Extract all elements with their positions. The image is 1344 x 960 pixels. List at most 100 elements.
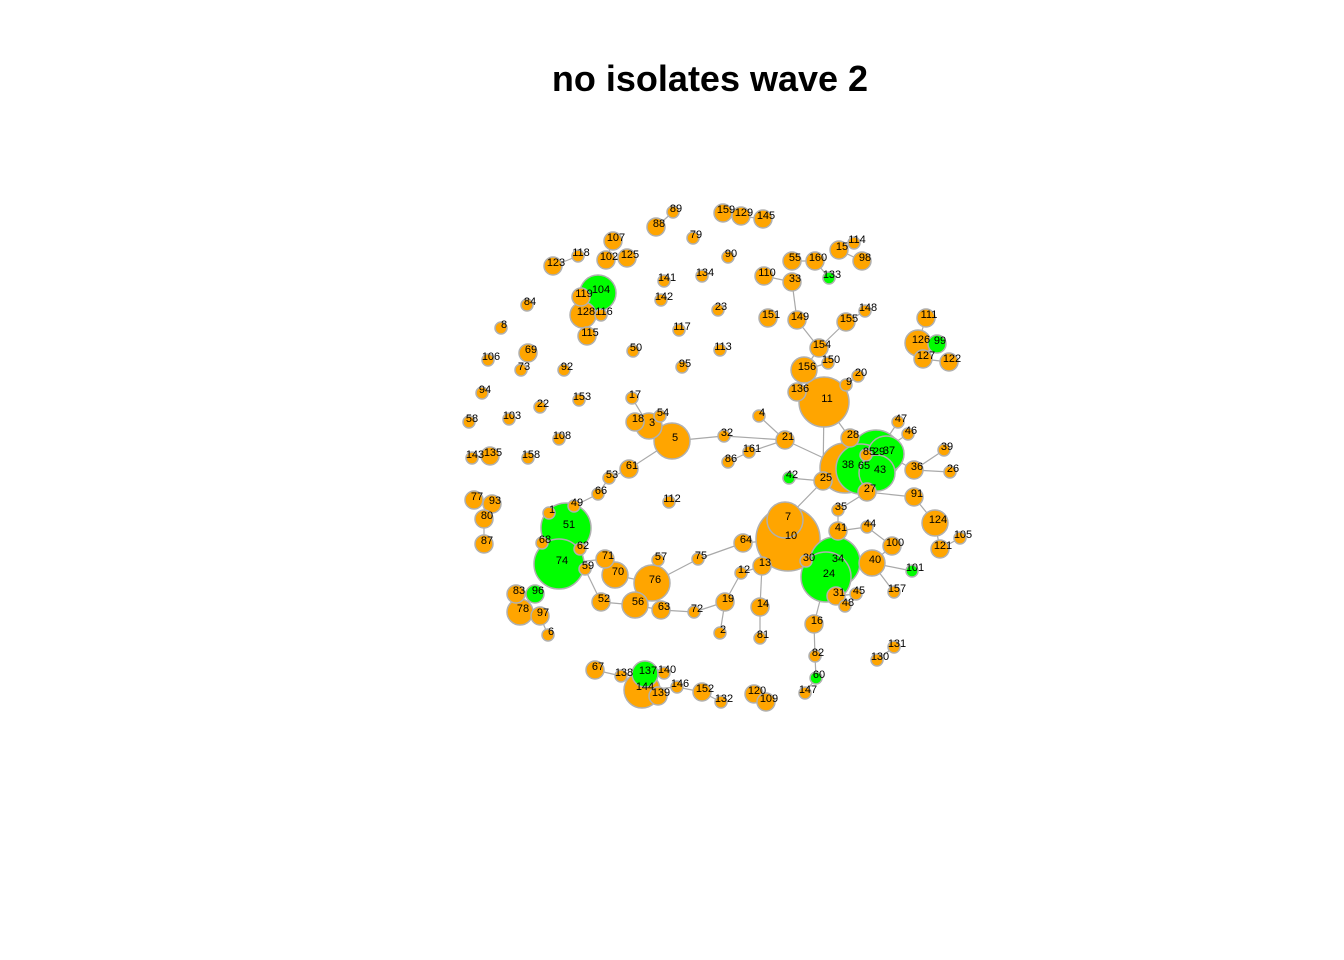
node-label-4: 4 <box>759 407 765 419</box>
node-label-112: 112 <box>663 493 681 505</box>
node-label-105: 105 <box>954 529 972 541</box>
node-72 <box>687 605 701 619</box>
node-label-64: 64 <box>740 534 752 546</box>
node-label-57: 57 <box>655 551 667 563</box>
node-label-58: 58 <box>466 413 478 425</box>
node-label-42: 42 <box>786 469 798 481</box>
node-114 <box>847 236 861 250</box>
node-label-116: 116 <box>595 306 613 318</box>
node-56 <box>621 591 649 619</box>
node-label-96: 96 <box>532 585 544 597</box>
node-label-149: 149 <box>791 311 809 323</box>
node-26 <box>943 465 957 479</box>
page-title: no isolates wave 2 <box>551 58 869 99</box>
node-label-14: 14 <box>757 598 769 610</box>
node-142 <box>654 293 668 307</box>
node-58 <box>462 415 476 429</box>
node-label-68: 68 <box>539 534 551 546</box>
node-label-150: 150 <box>822 354 840 366</box>
node-label-3: 3 <box>649 417 655 429</box>
node-102 <box>596 250 616 270</box>
node-label-7: 7 <box>785 511 791 523</box>
node-121 <box>930 539 950 559</box>
node-49 <box>567 499 581 513</box>
node-83 <box>506 584 526 604</box>
node-17 <box>625 391 639 405</box>
node-96 <box>525 584 545 604</box>
node-label-6: 6 <box>548 626 554 638</box>
node-92 <box>557 363 571 377</box>
node-88 <box>646 217 666 237</box>
node-93 <box>482 494 502 514</box>
node-label-56: 56 <box>632 596 644 608</box>
node-label-62: 62 <box>577 540 589 552</box>
node-55 <box>782 251 802 271</box>
node-8 <box>494 321 508 335</box>
node-9 <box>839 378 853 392</box>
node-125 <box>617 248 637 268</box>
node-label-146: 146 <box>671 678 689 690</box>
node-label-78: 78 <box>517 603 529 615</box>
node-84 <box>520 298 534 312</box>
node-label-20: 20 <box>855 367 867 379</box>
node-label-74: 74 <box>556 555 568 567</box>
node-label-87: 87 <box>481 535 493 547</box>
node-label-19: 19 <box>722 593 734 605</box>
node-label-82: 82 <box>812 647 824 659</box>
node-129 <box>731 206 751 226</box>
node-label-29: 29 <box>873 446 885 458</box>
node-label-136: 136 <box>791 383 809 395</box>
node-label-156: 156 <box>798 361 816 373</box>
node-115 <box>577 326 597 346</box>
node-label-60: 60 <box>813 669 825 681</box>
node-label-66: 66 <box>595 485 607 497</box>
node-label-39: 39 <box>941 441 953 453</box>
node-39 <box>937 443 951 457</box>
node-label-90: 90 <box>725 248 737 260</box>
node-73 <box>514 363 528 377</box>
node-32 <box>717 429 731 443</box>
node-28 <box>840 428 860 448</box>
node-label-63: 63 <box>658 601 670 613</box>
node-label-138: 138 <box>615 667 633 679</box>
node-label-12: 12 <box>738 564 750 576</box>
node-146 <box>670 680 684 694</box>
node-label-143: 143 <box>466 449 484 461</box>
node-label-111: 111 <box>921 309 938 321</box>
node-label-11: 11 <box>821 393 832 405</box>
node-35 <box>831 503 845 517</box>
node-label-88: 88 <box>653 218 665 230</box>
node-42 <box>782 471 796 485</box>
node-label-21: 21 <box>782 431 794 443</box>
node-label-54: 54 <box>657 407 669 419</box>
node-18 <box>625 412 645 432</box>
node-label-147: 147 <box>799 684 817 696</box>
node-label-160: 160 <box>809 252 827 264</box>
node-12 <box>734 566 748 580</box>
node-label-72: 72 <box>691 603 703 615</box>
node-138 <box>614 669 628 683</box>
node-label-69: 69 <box>525 344 537 356</box>
node-40 <box>858 549 886 577</box>
node-76 <box>633 564 671 602</box>
node-33 <box>782 272 802 292</box>
node-label-79: 79 <box>690 229 702 241</box>
node-13 <box>752 556 772 576</box>
node-97 <box>530 606 550 626</box>
node-94 <box>475 386 489 400</box>
node-152 <box>692 682 712 702</box>
node-label-9: 9 <box>846 376 852 388</box>
node-label-94: 94 <box>479 384 491 396</box>
node-63 <box>651 600 671 620</box>
node-67 <box>585 660 605 680</box>
node-44 <box>860 520 874 534</box>
node-82 <box>808 649 822 663</box>
node-153 <box>572 393 586 407</box>
node-label-37: 37 <box>883 445 895 457</box>
node-label-127: 127 <box>917 350 935 362</box>
node-133 <box>822 271 836 285</box>
node-157 <box>887 585 901 599</box>
node-87 <box>474 534 494 554</box>
node-132 <box>714 695 728 709</box>
